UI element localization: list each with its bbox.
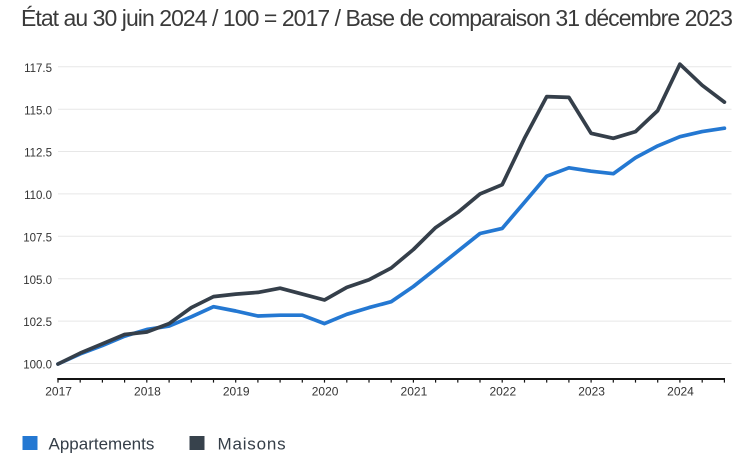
svg-text:117.5: 117.5 [24,63,52,75]
svg-text:2018: 2018 [134,385,161,399]
svg-text:110.0: 110.0 [24,190,52,202]
svg-text:Maisons: Maisons [218,435,287,454]
svg-text:107.5: 107.5 [23,232,52,244]
svg-text:100.0: 100.0 [23,360,52,372]
svg-text:102.5: 102.5 [23,317,52,329]
svg-text:2021: 2021 [401,385,428,399]
svg-text:2023: 2023 [578,385,605,399]
svg-text:2020: 2020 [312,385,339,399]
svg-text:105.0: 105.0 [23,275,52,287]
svg-text:2024: 2024 [667,385,694,399]
svg-text:2022: 2022 [489,385,516,399]
svg-text:2019: 2019 [223,385,250,399]
svg-text:115.0: 115.0 [24,105,52,117]
svg-text:Appartements: Appartements [49,435,155,454]
svg-text:112.5: 112.5 [24,148,52,160]
svg-text:2017: 2017 [45,385,72,399]
